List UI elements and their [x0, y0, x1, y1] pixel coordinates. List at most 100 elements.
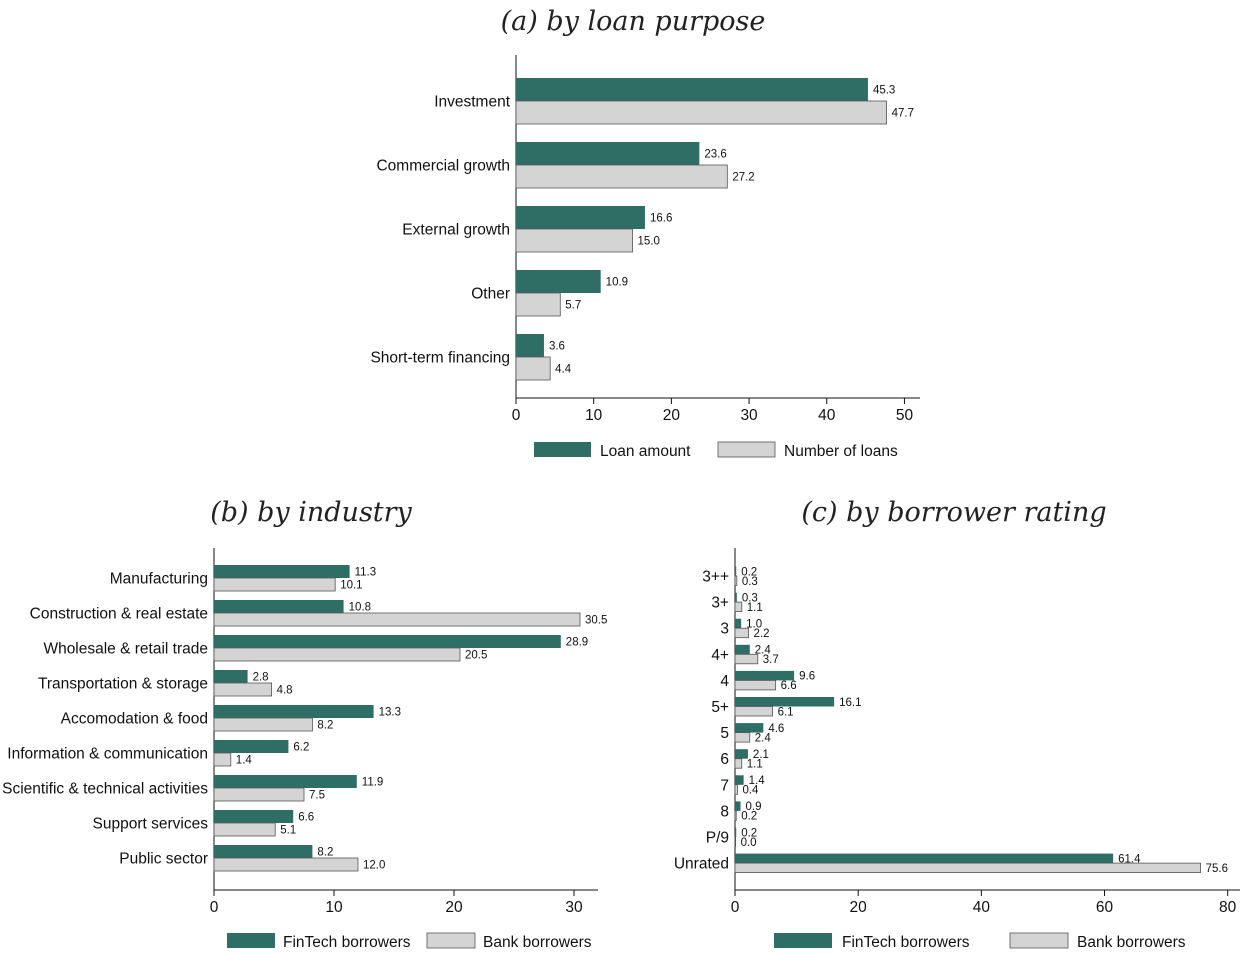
chart-b-data-label: 11.9 — [362, 777, 384, 789]
chart-c-category-label: Unrated — [674, 856, 729, 873]
chart-c-data-label: 6.1 — [778, 706, 794, 718]
chart-c-category-label: 3+ — [711, 595, 729, 612]
chart-a-x-tick-label: 40 — [818, 407, 836, 424]
chart-b-bar-secondary — [213, 577, 336, 592]
chart-c-data-label: 75.6 — [1206, 863, 1228, 875]
chart-a-category-label: Investment — [434, 94, 511, 111]
chart-c-bar-secondary — [734, 653, 759, 665]
chart-b-legend-label: FinTech borrowers — [283, 934, 411, 951]
chart-b-data-label: 11.3 — [355, 567, 377, 579]
chart-b-data-label: 28.9 — [566, 637, 588, 649]
chart-a-x-tick-label: 20 — [663, 407, 681, 424]
chart-b-data-label: 12.0 — [363, 860, 385, 872]
chart-b-bar-secondary — [213, 612, 581, 627]
chart-b-bar-primary — [214, 670, 248, 683]
chart-a-data-label: 15.0 — [638, 236, 660, 248]
chart-a-legend-label: Loan amount — [600, 443, 691, 460]
chart-c-category-label: 4+ — [711, 647, 729, 664]
chart-c-data-label: 6.6 — [781, 680, 797, 692]
chart-c-legend-label: FinTech borrowers — [842, 934, 970, 951]
chart-c-data-label: 9.6 — [799, 671, 815, 683]
chart-a-data-label: 47.7 — [892, 108, 914, 120]
chart-c-bar-primary — [735, 853, 1114, 864]
chart-b-category-label: Transportation & storage — [38, 676, 208, 693]
chart-c-bar-secondary — [734, 758, 743, 769]
chart-b-data-label: 6.6 — [298, 812, 314, 824]
chart-a-bar-secondary — [515, 356, 551, 381]
chart-c-legend-swatch — [1009, 932, 1069, 949]
chart-a-bar-secondary — [515, 228, 633, 253]
chart-c-bar-primary — [735, 644, 750, 655]
chart-b-bar-primary — [214, 810, 294, 823]
chart-b-data-label: 13.3 — [379, 707, 401, 719]
chart-a-bar-primary — [516, 142, 700, 165]
chart-c-data-label: 0.3 — [742, 576, 758, 588]
chart-c-bar-primary — [735, 775, 744, 785]
chart-c-data-label: 2.4 — [755, 732, 772, 744]
chart-b-x-tick-label: 0 — [210, 899, 219, 916]
chart-c-category-label: 5 — [720, 725, 729, 742]
chart-a-x-tick-label: 10 — [585, 407, 603, 424]
chart-b-data-label: 7.5 — [309, 790, 325, 802]
chart-c-category-label: 6 — [720, 751, 729, 768]
chart-c-data-label: 16.1 — [839, 697, 861, 709]
chart-a-bar-secondary — [515, 100, 887, 125]
chart-c-data-label: 0.9 — [746, 801, 762, 813]
chart-c-bar-secondary — [734, 862, 1201, 873]
chart-c-bar-primary — [735, 697, 835, 707]
chart-b-data-label: 4.8 — [277, 685, 293, 697]
chart-b-bar-primary — [214, 635, 561, 648]
chart-c-bar-primary — [735, 723, 764, 733]
chart-a-data-label: 3.6 — [549, 341, 565, 353]
chart-c-legend-label: Bank borrowers — [1077, 934, 1186, 951]
chart-a-category-label: Other — [471, 286, 510, 303]
chart-a-data-label: 5.7 — [565, 300, 581, 312]
chart-a-x-tick-label: 50 — [896, 407, 914, 424]
chart-a-category-label: External growth — [402, 222, 510, 239]
chart-a-data-label: 4.4 — [555, 364, 572, 376]
chart-b-data-label: 30.5 — [585, 615, 607, 627]
chart-a-bar-secondary — [515, 164, 728, 189]
chart-c-category-label: 7 — [720, 777, 729, 794]
chart-a-bar-primary — [516, 270, 601, 293]
chart-c-bar-secondary — [734, 836, 737, 847]
chart-c-category-label: 3 — [720, 621, 729, 638]
chart-b-data-label: 8.2 — [317, 847, 333, 859]
chart-b-data-label: 5.1 — [280, 825, 296, 837]
chart-b-x-tick-label: 30 — [565, 899, 583, 916]
chart-c-category-label: 5+ — [711, 699, 729, 716]
chart-b-category-label: Scientific & technical activities — [2, 781, 208, 798]
chart-b-category-label: Wholesale & retail trade — [43, 641, 208, 658]
chart-b-category-label: Manufacturing — [110, 571, 208, 588]
chart-c-bar-secondary — [734, 680, 777, 691]
chart-c-bar-secondary — [734, 627, 749, 639]
chart-c-data-label: 0.2 — [741, 827, 757, 839]
chart-a-x-tick-label: 0 — [512, 407, 521, 424]
chart-a-data-label: 27.2 — [732, 172, 754, 184]
chart-c-data-label: 1.4 — [749, 775, 766, 787]
chart-a-legend-label: Number of loans — [784, 443, 898, 460]
chart-b-legend-swatch — [227, 933, 275, 948]
chart-b-bar-primary — [214, 565, 350, 578]
chart-b-bar-primary — [214, 600, 344, 613]
chart-b-category-label: Construction & real estate — [30, 606, 208, 623]
chart-a-bar-primary — [516, 206, 645, 229]
chart-c-x-tick-label: 0 — [731, 899, 740, 916]
chart-a-title: (a) by loan purpose — [501, 6, 766, 37]
chart-a-x-tick-label: 30 — [740, 407, 758, 424]
chart-b-x-tick-label: 20 — [445, 899, 463, 916]
chart-c-data-label: 61.4 — [1118, 853, 1141, 865]
chart-a-bar-primary — [516, 334, 544, 357]
chart-b-bar-primary — [214, 705, 374, 718]
chart-c-bar-secondary — [734, 601, 743, 612]
chart-c-bar-primary — [735, 801, 741, 811]
chart-c-bar-secondary — [734, 810, 737, 821]
chart-c-data-label: 4.6 — [768, 723, 784, 735]
chart-c-category-label: P/9 — [706, 830, 729, 847]
chart-b-bar-primary — [214, 775, 357, 788]
chart-c-data-label: 3.7 — [763, 654, 779, 666]
chart-c-bar-secondary — [734, 784, 738, 795]
chart-b-bar-secondary — [213, 717, 313, 732]
chart-c-category-label: 4 — [720, 673, 729, 690]
